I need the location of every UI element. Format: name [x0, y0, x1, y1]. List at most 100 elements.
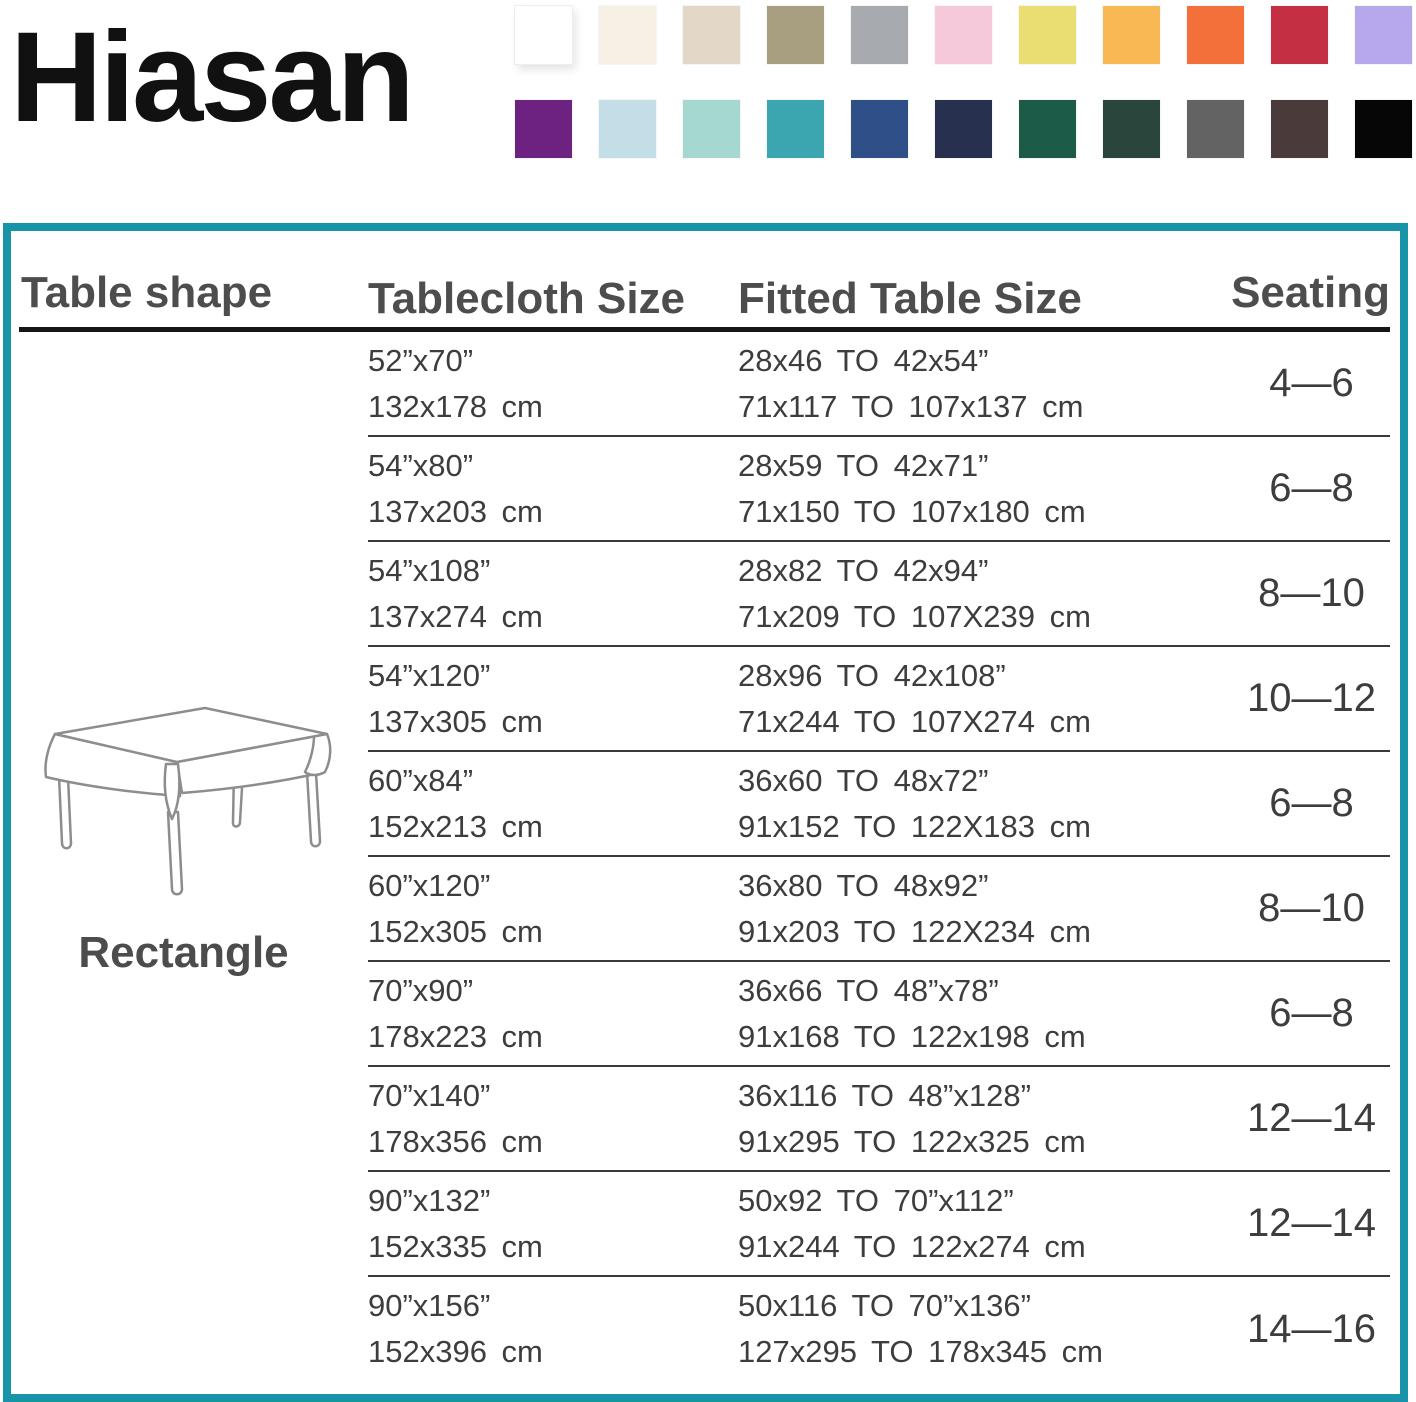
table-row: 54”x108” 137x274 cm 28x82 TO 42x94” 71x2… [368, 542, 1390, 647]
fitted-size-cm: 71x244 TO 107X274 cm [738, 704, 1091, 739]
seating-range: 4—6 [1269, 361, 1354, 405]
cloth-top [53, 706, 328, 764]
tablecloth-size-cm: 132x178 cm [368, 389, 543, 424]
table-row: 70”x140” 178x356 cm 36x116 TO 48”x128” 9… [368, 1067, 1390, 1172]
fitted-size-inches: 28x59 TO 42x71” [738, 448, 989, 483]
fitted-size-inches: 36x66 TO 48”x78” [738, 973, 999, 1008]
fitted-size-cm: 71x150 TO 107x180 cm [738, 494, 1086, 529]
tablecloth-size-cell: 60”x84” 152x213 cm [368, 758, 738, 855]
color-swatch-dark-green [1019, 100, 1076, 158]
tablecloth-size-inches: 60”x120” [368, 868, 491, 903]
tablecloth-size-cell: 60”x120” 152x305 cm [368, 863, 738, 960]
tablecloth-size-cell: 52”x70” 132x178 cm [368, 338, 738, 435]
fitted-size-cell: 28x96 TO 42x108” 71x244 TO 107X274 cm [738, 653, 1233, 750]
seating-range: 8—10 [1258, 886, 1365, 930]
fitted-size-inches: 28x96 TO 42x108” [738, 658, 1006, 693]
color-swatch-gray [851, 6, 908, 64]
tablecloth-size-cell: 90”x156” 152x396 cm [368, 1283, 738, 1382]
tablecloth-size-cm: 152x396 cm [368, 1334, 543, 1369]
color-swatch-red [1271, 6, 1328, 64]
seating-range: 6—8 [1269, 991, 1354, 1035]
seating-range: 12—14 [1247, 1201, 1376, 1245]
color-swatch-orange [1187, 6, 1244, 64]
tablecloth-size-cell: 70”x140” 178x356 cm [368, 1073, 738, 1170]
seating-range: 8—10 [1258, 571, 1365, 615]
tablecloth-size-inches: 52”x70” [368, 343, 474, 378]
table-leg-left [57, 774, 72, 850]
color-swatch-dark-gray [1187, 100, 1244, 158]
shape-label: Rectangle [78, 928, 289, 977]
color-swatch-taupe [767, 6, 824, 64]
fitted-size-inches: 50x92 TO 70”x112” [738, 1183, 1014, 1218]
tablecloth-size-cm: 137x203 cm [368, 494, 543, 529]
tablecloth-size-cm: 152x305 cm [368, 914, 543, 949]
seating-range: 6—8 [1269, 781, 1354, 825]
seating-range: 12—14 [1247, 1096, 1376, 1140]
table-row: 90”x132” 152x335 cm 50x92 TO 70”x112” 91… [368, 1172, 1390, 1277]
tablecloth-size-inches: 90”x132” [368, 1183, 491, 1218]
tablecloth-size-inches: 54”x120” [368, 658, 491, 693]
tablecloth-size-cell: 54”x108” 137x274 cm [368, 548, 738, 645]
table-shape-column: Rectangle [11, 686, 356, 975]
tablecloth-size-inches: 54”x80” [368, 448, 474, 483]
fitted-size-inches: 36x60 TO 48x72” [738, 763, 989, 798]
fitted-size-cell: 36x116 TO 48”x128” 91x295 TO 122x325 cm [738, 1073, 1233, 1170]
fitted-size-cell: 36x80 TO 48x92” 91x203 TO 122X234 cm [738, 863, 1233, 960]
fitted-size-cm: 91x203 TO 122X234 cm [738, 914, 1091, 949]
color-swatch-beige [683, 6, 740, 64]
fitted-size-inches: 50x116 TO 70”x136” [738, 1288, 1031, 1323]
fitted-size-cell: 28x82 TO 42x94” 71x209 TO 107X239 cm [738, 548, 1233, 645]
table-row: 90”x156” 152x396 cm 50x116 TO 70”x136” 1… [368, 1277, 1390, 1382]
fitted-size-cm: 71x209 TO 107X239 cm [738, 599, 1091, 634]
tablecloth-size-cm: 137x274 cm [368, 599, 543, 634]
table-row: 60”x84” 152x213 cm 36x60 TO 48x72” 91x15… [368, 752, 1390, 857]
fitted-size-inches: 28x46 TO 42x54” [738, 343, 989, 378]
rectangle-table-illustration [43, 706, 331, 896]
tablecloth-size-cell: 70”x90” 178x223 cm [368, 968, 738, 1065]
color-swatch-ivory [599, 6, 656, 64]
fitted-size-cell: 50x116 TO 70”x136” 127x295 TO 178x345 cm [738, 1283, 1233, 1382]
cloth-front-drape [163, 762, 181, 821]
table-leg-front [166, 810, 183, 896]
column-header-seating: Seating [1231, 268, 1390, 317]
cloth-corner-flap [303, 732, 331, 777]
fitted-size-inches: 28x82 TO 42x94” [738, 553, 989, 588]
color-swatch-teal [767, 100, 824, 158]
fitted-size-inches: 36x116 TO 48”x128” [738, 1078, 1031, 1113]
color-swatch-pink [935, 6, 992, 64]
fitted-size-cm: 91x168 TO 122x198 cm [738, 1019, 1086, 1054]
fitted-size-cm: 71x117 TO 107x137 cm [738, 389, 1084, 424]
color-palette-row-2 [515, 100, 1412, 158]
fitted-size-cell: 28x59 TO 42x71” 71x150 TO 107x180 cm [738, 443, 1233, 540]
color-swatch-dark-navy [935, 100, 992, 158]
table-row: 54”x120” 137x305 cm 28x96 TO 42x108” 71x… [368, 647, 1390, 752]
color-swatch-white [515, 6, 572, 64]
column-header-fitted-table-size: Fitted Table Size [738, 274, 1082, 323]
color-swatch-aqua [683, 100, 740, 158]
tablecloth-size-inches: 54”x108” [368, 553, 491, 588]
tablecloth-size-inches: 70”x90” [368, 973, 474, 1008]
seating-range: 14—16 [1247, 1307, 1376, 1351]
column-header-tablecloth-size: Tablecloth Size [368, 274, 686, 323]
tablecloth-size-cell: 90”x132” 152x335 cm [368, 1178, 738, 1275]
size-chart-table: Table shape Tablecloth Size Fitted Table… [3, 223, 1408, 1402]
color-swatch-navy [851, 100, 908, 158]
table-leg-right [305, 770, 321, 848]
color-swatch-marigold [1103, 6, 1160, 64]
seating-range: 10—12 [1247, 676, 1376, 720]
color-swatch-black [1355, 100, 1412, 158]
table-row: 60”x120” 152x305 cm 36x80 TO 48x92” 91x2… [368, 857, 1390, 962]
seating-range: 6—8 [1269, 466, 1354, 510]
fitted-size-cm: 91x152 TO 122X183 cm [738, 809, 1091, 844]
tablecloth-size-inches: 60”x84” [368, 763, 474, 798]
color-palette-row-1 [515, 6, 1412, 64]
size-rows: 52”x70” 132x178 cm 28x46 TO 42x54” 71x11… [368, 332, 1390, 1382]
fitted-size-cell: 36x66 TO 48”x78” 91x168 TO 122x198 cm [738, 968, 1233, 1065]
fitted-size-cell: 28x46 TO 42x54” 71x117 TO 107x137 cm [738, 338, 1233, 435]
color-swatch-purple [515, 100, 572, 158]
tablecloth-size-cell: 54”x80” 137x203 cm [368, 443, 738, 540]
fitted-size-cell: 50x92 TO 70”x112” 91x244 TO 122x274 cm [738, 1178, 1233, 1275]
tablecloth-size-inches: 70”x140” [368, 1078, 491, 1113]
fitted-size-cm: 127x295 TO 178x345 cm [738, 1334, 1103, 1369]
color-swatch-lavender [1355, 6, 1412, 64]
